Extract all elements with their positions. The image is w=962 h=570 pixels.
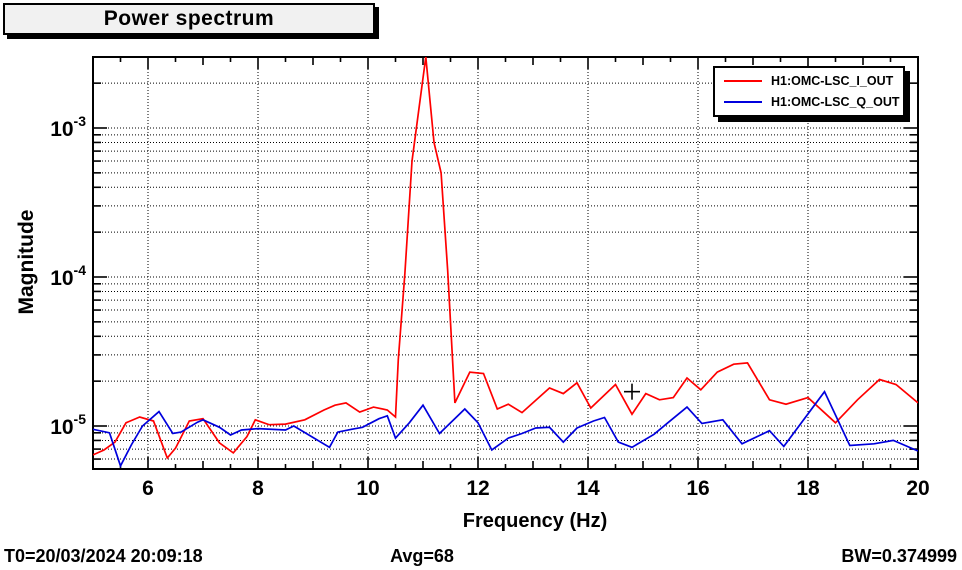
x-tick-label-6: 6 [142, 477, 154, 500]
x-tick-label-14: 14 [576, 477, 600, 500]
y-tick-label-1e-4: 10-4 [50, 262, 86, 290]
y-tick-label-1e-5: 10-5 [50, 411, 86, 439]
x-tick-label-16: 16 [686, 477, 709, 500]
series-line-swatch-blue [724, 101, 762, 104]
legend-label-i-out: H1:OMC-LSC_I_OUT [771, 73, 894, 88]
cursor-cross-marker[interactable] [624, 383, 640, 400]
axis-ticks [92, 57, 919, 469]
series-line-swatch-red [724, 79, 762, 82]
series-line-1 [93, 390, 918, 469]
x-tick-label-20: 20 [906, 477, 929, 500]
series-line-0 [93, 57, 918, 460]
legend-entry-q-out: H1:OMC-LSC_Q_OUT [715, 92, 903, 114]
plot-title: Power spectrum [103, 7, 275, 30]
x-tick-labels: 6 8 10 12 14 16 18 20 [142, 477, 930, 500]
y-tick-labels: 10-3 10-4 10-5 [50, 113, 86, 439]
plot-title-box: Power spectrum [3, 3, 375, 35]
grid-layer [93, 57, 918, 469]
x-axis-title: Frequency (Hz) [462, 510, 608, 532]
status-avg: Avg=68 [390, 546, 454, 566]
x-tick-label-12: 12 [466, 477, 489, 500]
legend-label-q-out: H1:OMC-LSC_Q_OUT [771, 95, 900, 110]
legend-entry-i-out: H1:OMC-LSC_I_OUT [715, 70, 903, 92]
y-axis-title: Magnitude [15, 209, 38, 315]
x-tick-label-10: 10 [356, 477, 379, 500]
status-t0: T0=20/03/2024 20:09:18 [4, 546, 203, 566]
y-tick-label-1e-3: 10-3 [50, 113, 86, 141]
legend: H1:OMC-LSC_I_OUT H1:OMC-LSC_Q_OUT [713, 66, 905, 117]
status-bw: BW=0.374999 [841, 546, 957, 566]
x-tick-label-8: 8 [252, 477, 264, 500]
plot-frame [92, 56, 919, 470]
x-tick-label-18: 18 [796, 477, 820, 500]
